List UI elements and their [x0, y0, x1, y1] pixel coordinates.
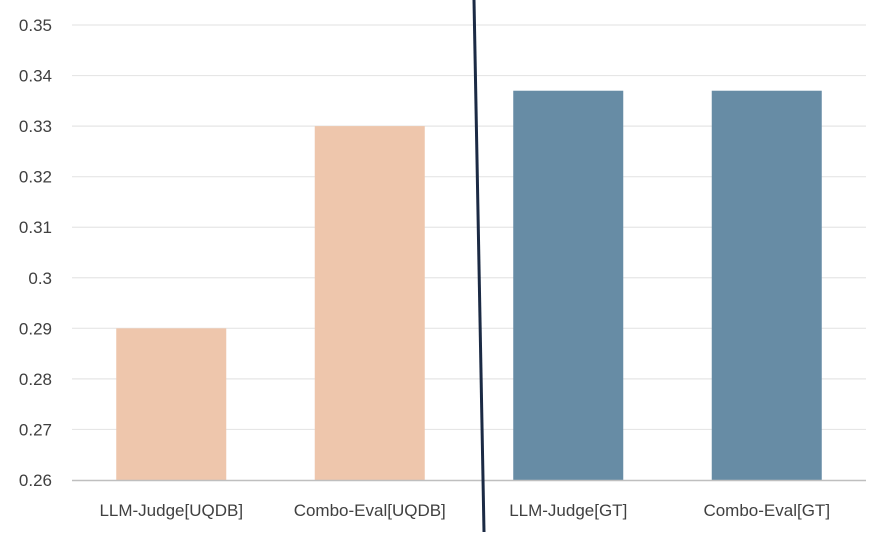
y-tick-label: 0.32: [19, 168, 52, 187]
bars: [116, 90, 822, 480]
divider-line: [472, 0, 486, 533]
y-tick-label: 0.26: [19, 471, 52, 490]
bar: [314, 126, 425, 480]
y-tick-label: 0.27: [19, 420, 52, 439]
x-category-label: Combo-Eval[UQDB]: [294, 501, 446, 520]
y-tick-label: 0.31: [19, 218, 52, 237]
y-tick-label: 0.3: [28, 269, 52, 288]
y-tick-label: 0.28: [19, 370, 52, 389]
y-tick-label: 0.29: [19, 319, 52, 338]
bar: [116, 328, 227, 480]
y-tick-label: 0.33: [19, 117, 52, 136]
y-axis-tick-labels: 0.26 0.27 0.28 0.29 0.3 0.31 0.32 0.33 0.34 0.35: [19, 16, 52, 490]
y-tick-label: 0.34: [19, 67, 52, 86]
x-category-label: LLM-Judge[UQDB]: [99, 501, 243, 520]
bar: [711, 90, 822, 480]
x-category-label: LLM-Judge[GT]: [509, 501, 627, 520]
x-axis-category-labels: LLM-Judge[UQDB] Combo-Eval[UQDB] LLM-Judge…: [99, 501, 830, 520]
y-tick-label: 0.35: [19, 16, 52, 35]
bar: [513, 90, 624, 480]
x-category-label: Combo-Eval[GT]: [703, 501, 830, 520]
